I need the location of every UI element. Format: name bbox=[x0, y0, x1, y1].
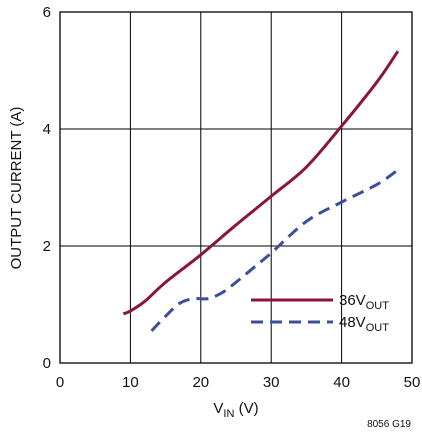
series-group bbox=[122, 50, 400, 332]
y-tick-label: 2 bbox=[43, 238, 51, 255]
legend-label-36vout: 36VOUT bbox=[339, 292, 389, 312]
y-tick-label: 6 bbox=[43, 4, 51, 21]
series-line-36vout bbox=[122, 50, 400, 316]
legend: 36VOUT 48VOUT bbox=[251, 292, 389, 334]
x-tick-label: 0 bbox=[56, 374, 64, 391]
x-axis-label: VIN (V) bbox=[213, 400, 258, 420]
x-tick-label: 30 bbox=[263, 374, 280, 391]
legend-label-48vout: 48VOUT bbox=[339, 314, 389, 334]
y-tick-label: 0 bbox=[43, 355, 51, 372]
plot-frame bbox=[59, 11, 413, 364]
x-tick-labels: 0 10 20 30 40 50 bbox=[56, 374, 421, 391]
series-line-48vout bbox=[150, 168, 399, 332]
y-axis-label: OUTPUT CURRENT (A) bbox=[8, 107, 25, 270]
x-tick-label: 40 bbox=[333, 374, 350, 391]
y-tick-label: 4 bbox=[43, 121, 51, 138]
x-tick-label: 20 bbox=[192, 374, 209, 391]
grid-lines bbox=[60, 12, 412, 363]
x-tick-label: 10 bbox=[122, 374, 139, 391]
y-tick-labels: 0 2 4 6 bbox=[43, 4, 51, 372]
x-tick-label: 50 bbox=[404, 374, 421, 391]
figure-id: 8056 G19 bbox=[367, 419, 411, 430]
